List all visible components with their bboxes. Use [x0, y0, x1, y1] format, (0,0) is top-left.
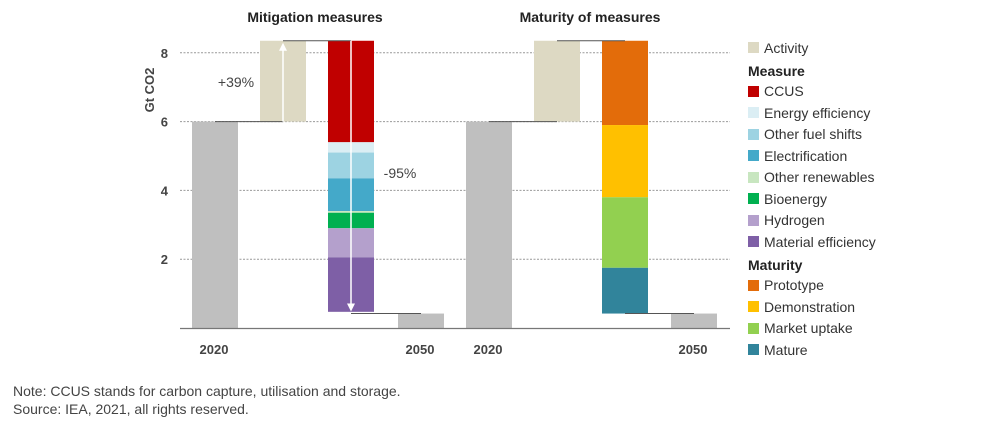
- legend-swatch: [748, 279, 759, 291]
- x-label-2050-right: 2050: [679, 342, 708, 357]
- legend-label: CCUS: [764, 83, 804, 100]
- legend-label: Market uptake: [764, 320, 853, 337]
- legend-item-mature: Mature: [748, 339, 876, 361]
- y-tick-label: 8: [161, 46, 168, 61]
- bar-2050: [671, 313, 717, 328]
- bar-2020: [192, 121, 238, 328]
- legend-item-activity: Activity: [748, 37, 876, 59]
- legend-label: Demonstration: [764, 298, 856, 315]
- y-tick-label: 4: [161, 183, 169, 198]
- bar-segment-mature: [602, 267, 648, 314]
- source-text: Source: IEA, 2021, all rights reserved.: [13, 401, 249, 417]
- chart-title-mitigation: Mitigation measures: [247, 9, 383, 25]
- legend-swatch: [748, 214, 759, 226]
- legend-label: Other renewables: [764, 169, 875, 186]
- arrow-up-icon: [279, 42, 287, 51]
- bar-segment-market-uptake: [602, 197, 648, 268]
- activity-annotation: +39%: [218, 74, 254, 90]
- legend-swatch: [748, 344, 759, 356]
- legend-swatch: [748, 107, 759, 119]
- legend-header-measure: Measure: [748, 62, 805, 79]
- legend-swatch: [748, 85, 759, 97]
- notes: Note: CCUS stands for carbon capture, ut…: [13, 382, 401, 418]
- chart: Gt CO2 2 4 6 8 Mitigation measures Maturity…: [142, 9, 730, 357]
- legend-label: Mature: [764, 341, 808, 358]
- y-tick-label: 2: [161, 252, 168, 267]
- chart-title-maturity: Maturity of measures: [520, 9, 661, 25]
- y-axis-label: Gt CO2: [142, 68, 157, 113]
- legend-label: Hydrogen: [764, 212, 825, 229]
- legend-label: Electrification: [764, 147, 848, 164]
- legend-label: Bioenergy: [764, 190, 828, 207]
- arrow-down-icon: [347, 303, 355, 312]
- legend-label: Other fuel shifts: [764, 126, 863, 143]
- legend-item-market-uptake: Market uptake: [748, 318, 876, 340]
- bars: [192, 40, 717, 328]
- legend-item-material-efficiency: Material efficiency: [748, 231, 876, 253]
- legend-label: Prototype: [764, 277, 824, 294]
- x-label-2050-left: 2050: [406, 342, 435, 357]
- legend-item-electrification: Electrification: [748, 145, 876, 167]
- x-label-2020-left: 2020: [200, 342, 229, 357]
- note-text: Note: CCUS stands for carbon capture, ut…: [13, 383, 401, 399]
- legend-item-ccus: CCUS: [748, 81, 876, 103]
- bar-segment-prototype: [602, 40, 648, 126]
- bar-2050: [398, 313, 444, 328]
- bar-activity: [534, 40, 580, 122]
- legend-item-hydrogen: Hydrogen: [748, 210, 876, 232]
- legend-swatch: [748, 236, 759, 248]
- legend-swatch: [748, 171, 759, 183]
- bar-segment-demonstration: [602, 125, 648, 198]
- legend-swatch: [748, 128, 759, 140]
- legend-item-other-renewables: Other renewables: [748, 167, 876, 189]
- legend-item-energy-efficiency: Energy efficiency: [748, 102, 876, 124]
- y-ticks: 2 4 6 8: [161, 46, 169, 267]
- legend-label: Energy efficiency: [764, 104, 871, 121]
- legend-label: Material efficiency: [764, 233, 876, 250]
- legend-swatch: [748, 150, 759, 162]
- legend-swatch: [748, 301, 759, 313]
- legend-label: Activity: [764, 39, 809, 56]
- legend-item-other-fuel-shifts: Other fuel shifts: [748, 124, 876, 146]
- legend-item-prototype: Prototype: [748, 275, 876, 297]
- legend: Activity Measure CCUS Energy efficiency Ot…: [748, 37, 876, 361]
- bar-2020: [466, 121, 512, 328]
- y-tick-label: 6: [161, 115, 168, 130]
- legend-swatch: [748, 322, 759, 334]
- legend-header-maturity: Maturity: [748, 256, 803, 273]
- legend-swatch: [748, 42, 759, 54]
- reduction-annotation: -95%: [384, 165, 417, 181]
- legend-swatch: [748, 193, 759, 205]
- legend-item-demonstration: Demonstration: [748, 296, 876, 318]
- x-label-2020-right: 2020: [474, 342, 503, 357]
- legend-item-bioenergy: Bioenergy: [748, 188, 876, 210]
